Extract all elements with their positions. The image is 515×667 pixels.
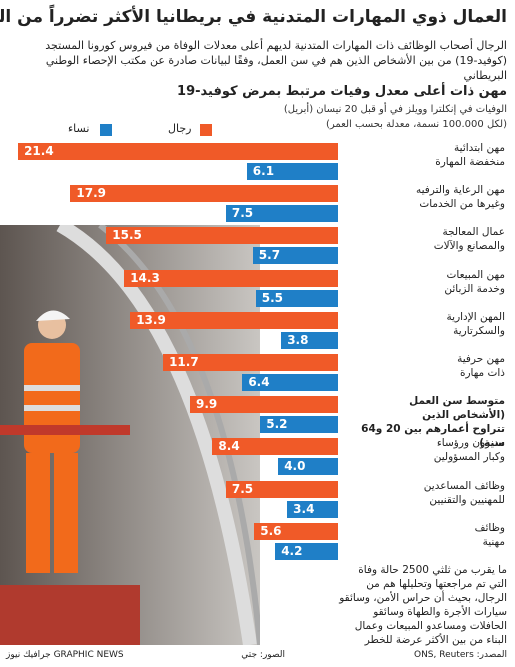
value-label: 17.9 (76, 186, 106, 201)
bar (225, 205, 338, 223)
value-label: 3.8 (287, 332, 309, 347)
value-label: 14.3 (130, 270, 160, 285)
chart-subtitle: الوفيات في إنكلترا وويلز في أو قبل 20 ني… (283, 104, 507, 115)
brand: GRAPHIC NEWS جرافيك نيوز (6, 650, 124, 660)
chart-subtitle: (لكل 100.000 نسمة، معدلة بحسب العمر) (325, 119, 507, 130)
bar (255, 289, 338, 307)
photo-credit: الصور: جتي (241, 650, 285, 660)
bar (106, 227, 338, 245)
value-label: 3.4 (293, 501, 315, 516)
value-label: 6.1 (252, 164, 275, 178)
bar (130, 311, 338, 329)
value-label: 5.6 (260, 523, 282, 538)
bar (278, 458, 338, 476)
bar (70, 185, 338, 203)
bar (225, 480, 338, 498)
value-label: 7.5 (231, 206, 254, 221)
bar (212, 438, 338, 456)
value-label: 5.7 (258, 248, 281, 263)
legend-label: رجال (168, 122, 192, 135)
bar (287, 500, 338, 518)
category-label: المهن الإدارية والسكرتارية (446, 310, 505, 337)
category-label: عمال المعالجة والمصانع والآلات (433, 226, 505, 253)
value-label: 4.0 (284, 459, 306, 474)
category-label: مهن ابتدائية منخفضة المهارة (435, 142, 505, 168)
value-label: 5.5 (261, 290, 284, 305)
title: العمال ذوي المهارات المتدنية في بريطانيا… (0, 7, 507, 27)
source: المصدر: ONS, Reuters (413, 650, 507, 660)
bar (281, 331, 338, 349)
bar (163, 354, 338, 371)
value-label: 8.4 (218, 439, 240, 454)
category-label: مديرون ورؤساء وكبار المسؤولين (433, 437, 505, 464)
chart-title: مهن ذات أعلى معدل وفيات مرتبط بمرض كوفيد… (177, 84, 507, 99)
bar (242, 374, 338, 391)
bar (275, 542, 338, 560)
bar (189, 396, 338, 414)
legend-swatch (200, 124, 212, 136)
legend-label: نساء (68, 122, 90, 135)
value-label: 4.2 (281, 543, 303, 558)
category-label: وظائف مهنية (474, 521, 505, 548)
bar (246, 163, 338, 180)
legend-swatch (100, 124, 112, 136)
bar (124, 269, 338, 287)
subtitle: الرجال أصحاب الوظائف ذات المهارات المتدن… (45, 39, 507, 82)
category-label: وظائف المساعدين للمهنيين والتقنيين (423, 479, 505, 506)
bar (260, 416, 338, 434)
bar (18, 143, 338, 160)
value-label: 7.5 (231, 481, 254, 496)
category-label: مهن المبيعات وخدمة الزبائن (444, 268, 505, 295)
bar (252, 247, 338, 265)
bar (254, 522, 338, 540)
value-label: 13.9 (136, 312, 166, 327)
value-label: 15.5 (112, 228, 142, 243)
value-label: 6.4 (248, 375, 270, 389)
value-label: 21.4 (24, 144, 54, 158)
photo (0, 225, 260, 645)
category-label: مهن حرفية ذات مهارة (457, 353, 505, 379)
value-label: 9.9 (195, 397, 218, 412)
value-label: 11.7 (169, 355, 199, 369)
category-label: متوسط سن العمل (الأشخاص الذين تتراوح أعم… (361, 395, 505, 450)
note: ما يقرب من ثلثي 2500 حالة وفاة التي تم م… (339, 564, 507, 646)
value-label: 5.2 (266, 417, 288, 432)
category-label: مهن الرعاية والترفيه وغيرها من الخدمات (415, 184, 505, 211)
